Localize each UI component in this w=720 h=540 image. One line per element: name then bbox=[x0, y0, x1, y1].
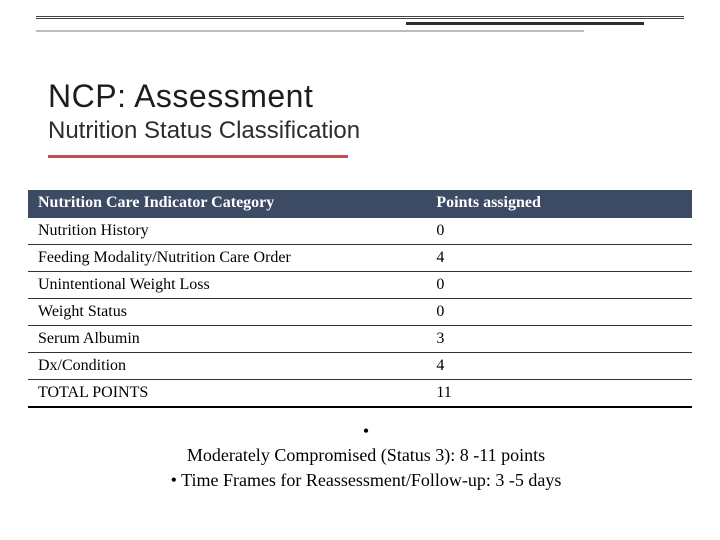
cell-category: Unintentional Weight Loss bbox=[28, 272, 426, 299]
accent-underline bbox=[48, 155, 348, 158]
col-header-points: Points assigned bbox=[426, 190, 692, 218]
cell-points: 0 bbox=[426, 272, 692, 299]
bullet-icon: • bbox=[48, 419, 684, 443]
table-row: Dx/Condition 4 bbox=[28, 353, 692, 380]
rule-line bbox=[406, 22, 644, 25]
bullet-icon: • bbox=[171, 470, 177, 490]
cell-points: 4 bbox=[426, 245, 692, 272]
table-row: Serum Albumin 3 bbox=[28, 326, 692, 353]
table-row: Feeding Modality/Nutrition Care Order 4 bbox=[28, 245, 692, 272]
cell-category: Weight Status bbox=[28, 299, 426, 326]
cell-points: 0 bbox=[426, 218, 692, 245]
cell-points: 0 bbox=[426, 299, 692, 326]
rule-line bbox=[36, 16, 684, 19]
cell-category: Feeding Modality/Nutrition Care Order bbox=[28, 245, 426, 272]
rule-line bbox=[36, 30, 584, 32]
cell-category: TOTAL POINTS bbox=[28, 380, 426, 408]
cell-points: 3 bbox=[426, 326, 692, 353]
title-block: NCP: Assessment Nutrition Status Classif… bbox=[48, 78, 672, 158]
cell-points: 4 bbox=[426, 353, 692, 380]
cell-category: Serum Albumin bbox=[28, 326, 426, 353]
footer-line-1: Moderately Compromised (Status 3): 8 -11… bbox=[48, 443, 684, 467]
col-header-category: Nutrition Care Indicator Category bbox=[28, 190, 426, 218]
slide-title: NCP: Assessment bbox=[48, 78, 672, 115]
table-row-total: TOTAL POINTS 11 bbox=[28, 380, 692, 408]
cell-category: Nutrition History bbox=[28, 218, 426, 245]
nutrition-status-table: Nutrition Care Indicator Category Points… bbox=[28, 190, 692, 408]
slide: NCP: Assessment Nutrition Status Classif… bbox=[0, 0, 720, 540]
cell-category: Dx/Condition bbox=[28, 353, 426, 380]
table-row: Weight Status 0 bbox=[28, 299, 692, 326]
footer-line-2: • Time Frames for Reassessment/Follow-up… bbox=[48, 468, 684, 492]
cell-points: 11 bbox=[426, 380, 692, 408]
slide-subtitle: Nutrition Status Classification bbox=[48, 117, 672, 145]
table-row: Unintentional Weight Loss 0 bbox=[28, 272, 692, 299]
decorative-top-rules bbox=[36, 16, 684, 44]
table-header-row: Nutrition Care Indicator Category Points… bbox=[28, 190, 692, 218]
footer-notes: • Moderately Compromised (Status 3): 8 -… bbox=[48, 419, 684, 492]
table-row: Nutrition History 0 bbox=[28, 218, 692, 245]
footer-line-2-text: Time Frames for Reassessment/Follow-up: … bbox=[181, 470, 561, 490]
